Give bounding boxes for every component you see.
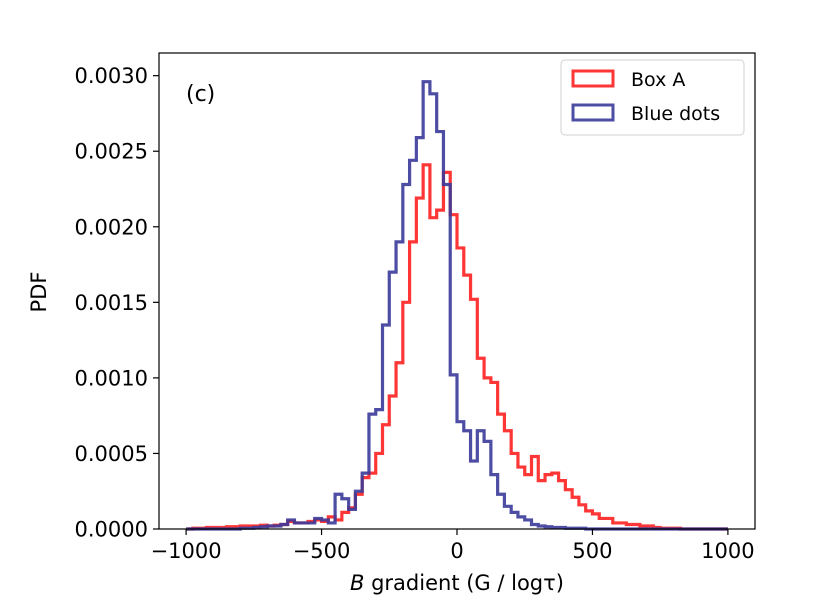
series-box-a-line [186, 163, 728, 531]
y-tick-label: 0.0030 [75, 64, 148, 88]
x-tick-label: 0 [450, 539, 463, 563]
legend-label: Blue dots [631, 103, 720, 125]
y-axis: 0.0000 0.0005 0.0010 0.0015 0.0020 0.0025 0.00… [75, 64, 159, 542]
legend-box [560, 59, 745, 136]
legend-label: Box A [631, 69, 685, 91]
y-tick-label: 0.0015 [75, 291, 148, 315]
x-axis-label-italic: B [350, 571, 364, 595]
x-tick-label: 1000 [701, 539, 754, 563]
x-tick-label: 500 [572, 539, 612, 563]
x-axis-label: B gradient (G / logτ) [350, 571, 564, 595]
panel-label: (c) [186, 82, 215, 107]
y-tick-label: 0.0020 [75, 215, 148, 239]
legend: Box A Blue dots [560, 59, 745, 136]
legend-swatch [571, 103, 615, 122]
x-tick-label: −500 [293, 539, 351, 563]
x-axis: −1000 −500 0 500 1000 [151, 529, 755, 563]
series-blue-dots-line [186, 80, 728, 531]
x-tick-label: −1000 [151, 539, 222, 563]
y-tick-label: 0.0010 [75, 366, 148, 390]
series-group [186, 80, 728, 531]
legend-swatch [571, 69, 615, 88]
y-tick-label: 0.0005 [75, 442, 148, 466]
y-tick-label: 0.0000 [75, 518, 148, 542]
y-axis-label: PDF [27, 272, 51, 313]
x-axis-label-rest: gradient (G / logτ) [364, 571, 564, 595]
y-tick-label: 0.0025 [75, 140, 148, 164]
